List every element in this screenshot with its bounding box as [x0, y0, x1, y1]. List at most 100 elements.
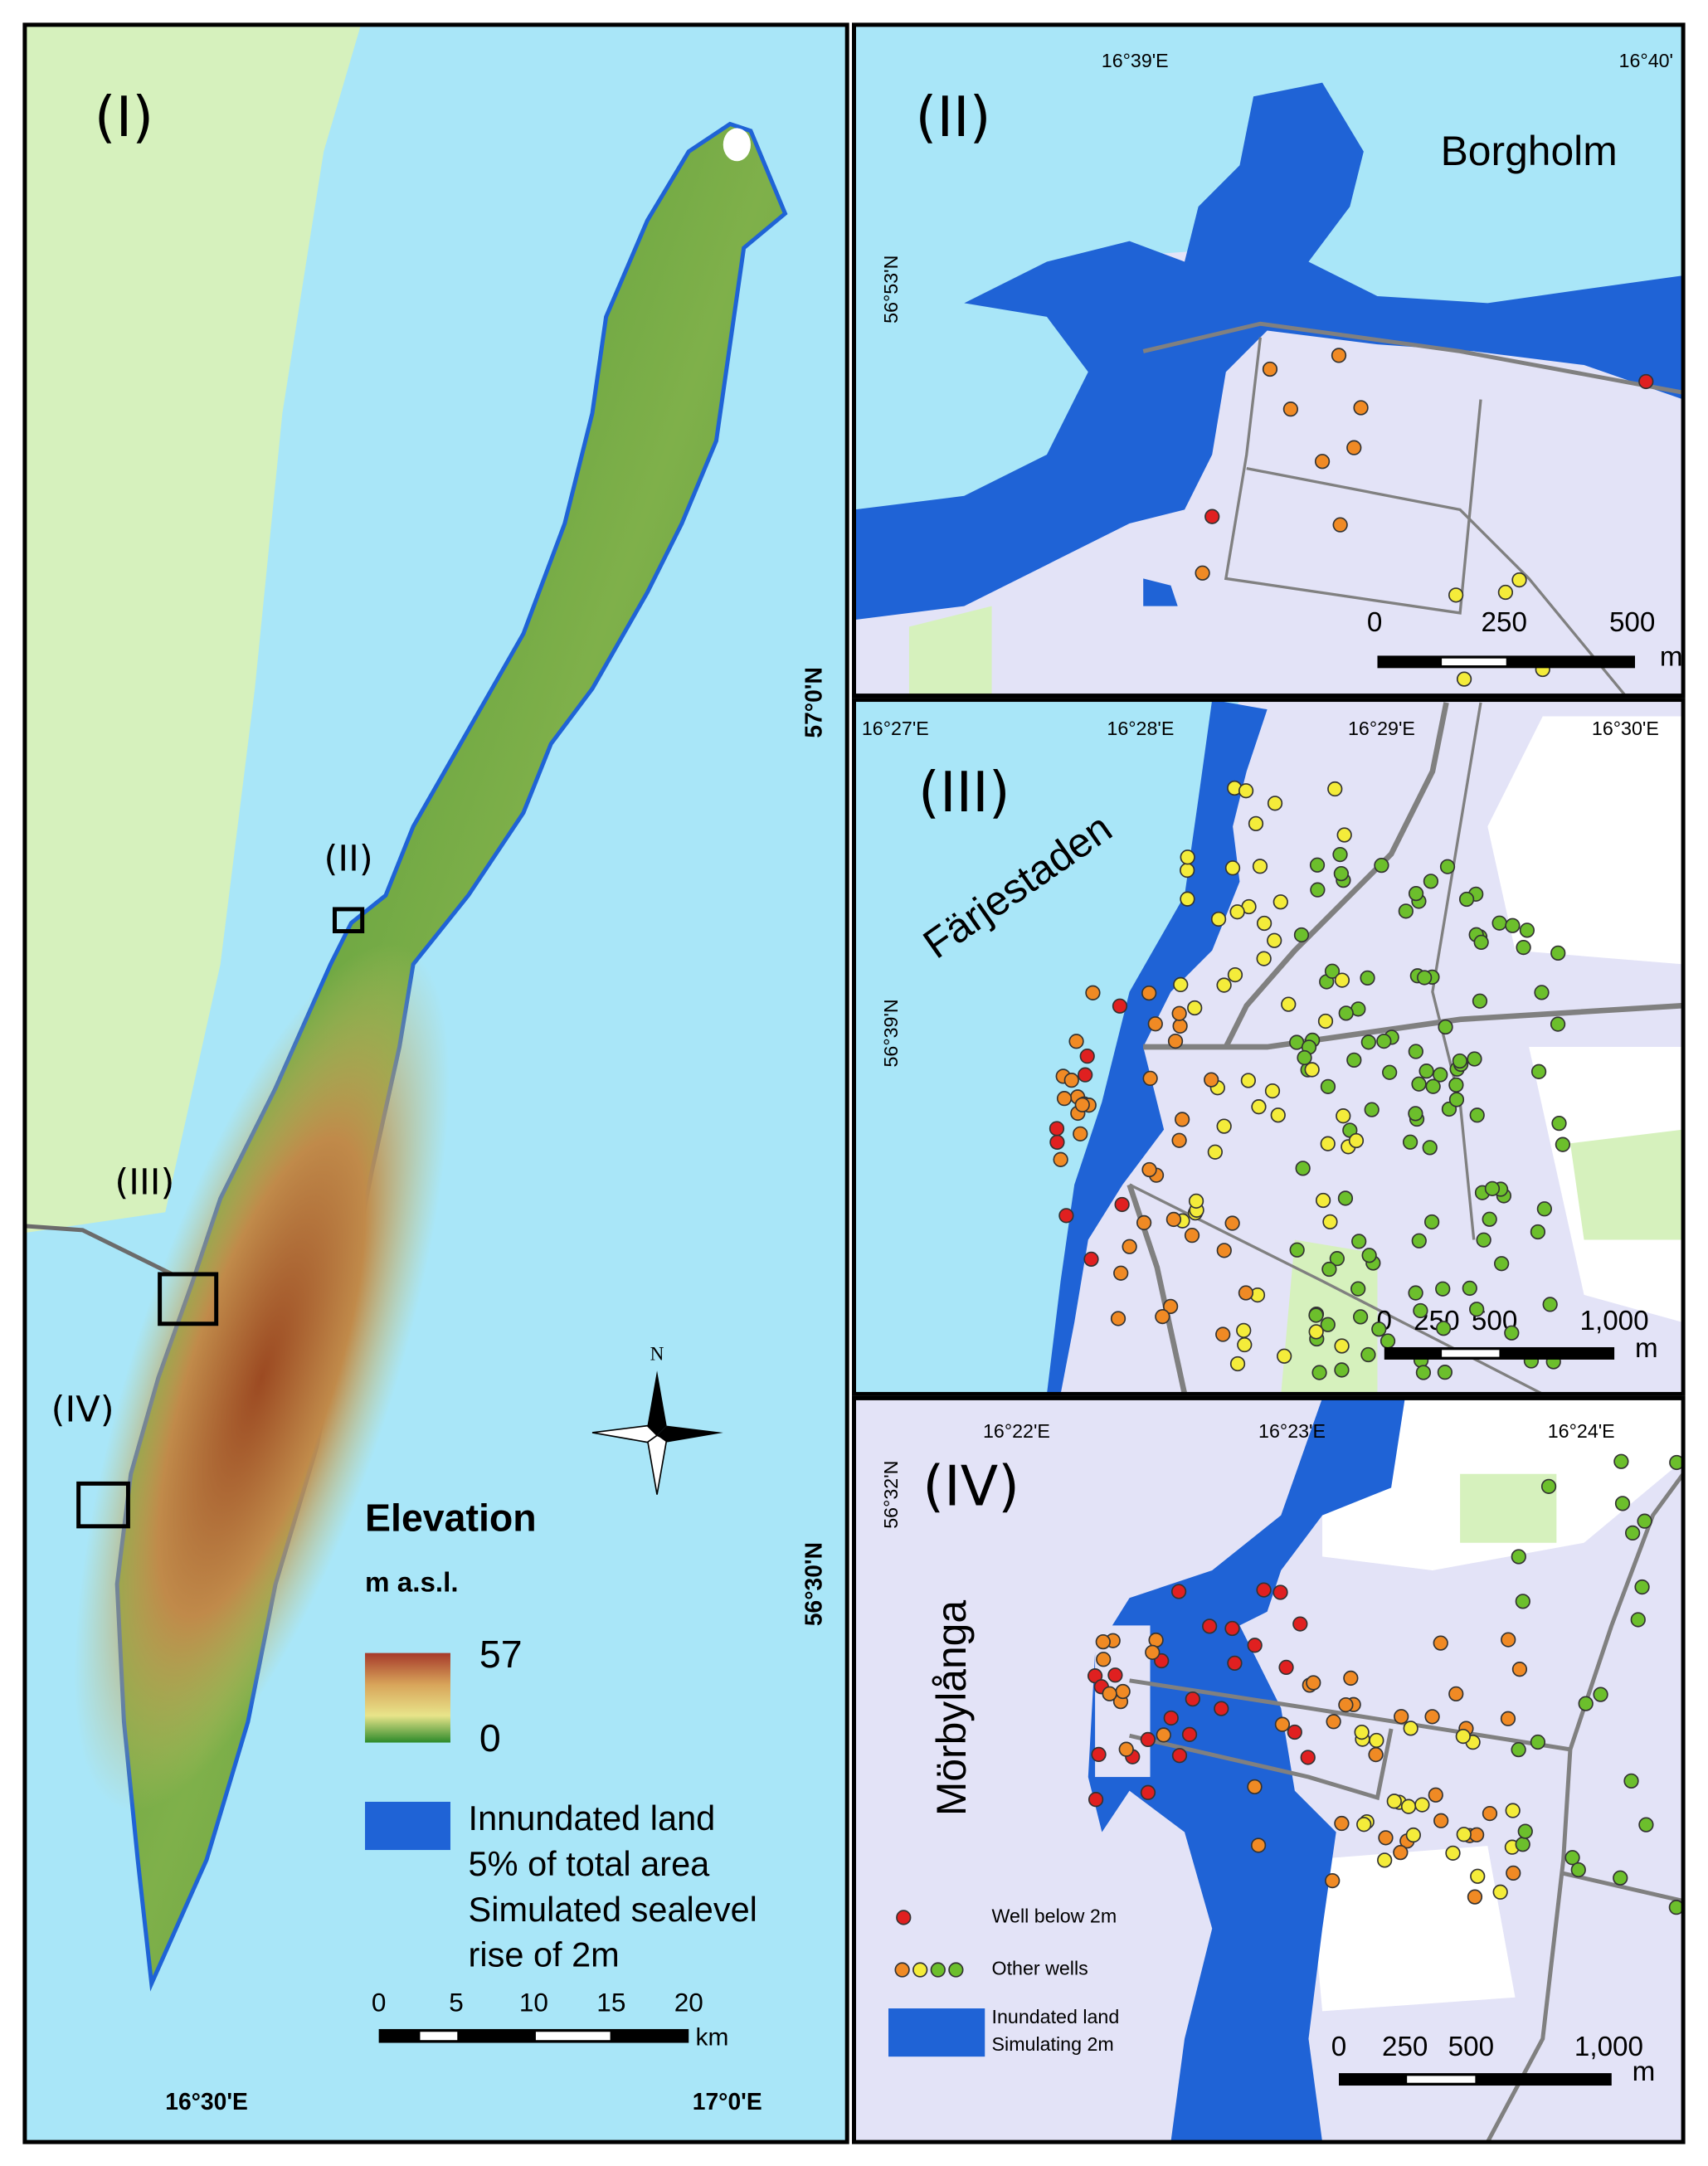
well: [1238, 783, 1254, 799]
well: [1613, 1453, 1629, 1469]
road: [24, 1224, 173, 1277]
well: [1382, 1064, 1398, 1080]
well: [1364, 1102, 1380, 1117]
well: [1505, 918, 1521, 933]
label: rise of 2m: [469, 1935, 620, 1974]
panel-1-text: (I) N Elevation m a.s.l. 57 0 km (II) (II…: [51, 85, 827, 2115]
inundated-swatch: [365, 1801, 450, 1851]
well: [1350, 1281, 1366, 1297]
well: [1467, 1889, 1483, 1905]
well: [1140, 1784, 1156, 1800]
well: [1325, 1872, 1341, 1889]
well: [1353, 400, 1369, 416]
well: [1402, 1134, 1418, 1150]
well: [1278, 1659, 1294, 1676]
well: [1408, 1285, 1423, 1301]
well: [1173, 976, 1189, 993]
well: [1439, 859, 1456, 874]
well: [1408, 1106, 1423, 1122]
well: [1452, 1053, 1467, 1069]
highland: [74, 943, 450, 1812]
well: [1360, 1346, 1376, 1363]
well: [1096, 1652, 1112, 1667]
shape: [1127, 1183, 1188, 1395]
well: [1272, 1584, 1288, 1600]
well: [896, 1910, 912, 1925]
well: [1114, 1196, 1130, 1213]
well: [1267, 932, 1282, 948]
well: [1501, 1632, 1516, 1648]
green-land: [1569, 1129, 1684, 1240]
well: [1264, 1083, 1281, 1099]
well: [1320, 1078, 1336, 1094]
legend-swatch: [888, 2008, 985, 2057]
well: [1156, 1727, 1171, 1743]
well: [1418, 1064, 1434, 1079]
well: [1414, 1797, 1430, 1813]
well: [1374, 858, 1389, 874]
well: [1361, 1248, 1377, 1263]
well: [1171, 1005, 1187, 1021]
label: 56°30'N: [800, 1542, 826, 1626]
well: [1063, 1073, 1079, 1088]
well: [1058, 1208, 1074, 1224]
label: Simulated sealevel: [469, 1890, 757, 1929]
well: [1204, 1072, 1219, 1088]
well: [1398, 903, 1414, 919]
well: [1377, 1852, 1393, 1868]
well: [1274, 1716, 1291, 1732]
label: 16°30'E: [165, 2088, 248, 2115]
well: [1175, 1112, 1190, 1127]
well: [1214, 1701, 1229, 1716]
scale-unit: m: [1660, 641, 1683, 672]
well: [1415, 1365, 1432, 1380]
well: [1320, 1136, 1336, 1151]
label: 57°0'N: [800, 667, 826, 737]
label: 5% of total area: [469, 1844, 711, 1883]
panel-label: (I): [95, 85, 153, 149]
shape: [1431, 702, 1482, 1240]
well: [1517, 1823, 1533, 1839]
well: [1386, 1794, 1402, 1809]
well: [1334, 972, 1350, 988]
well: [1425, 1078, 1441, 1094]
well: [1413, 1302, 1428, 1319]
well: [1292, 1616, 1308, 1632]
scale-bar: [1407, 2076, 1476, 2083]
well: [1155, 1308, 1170, 1325]
well: [1472, 993, 1488, 1009]
label: 10: [519, 1987, 548, 2017]
shape: [1563, 1871, 1684, 1903]
well: [1142, 1070, 1158, 1087]
well: [1422, 1140, 1438, 1156]
label: 16°23'E: [1258, 1420, 1326, 1442]
well: [1400, 1799, 1417, 1814]
well: [1227, 966, 1243, 983]
panel-2-text: (II) Borgholm m 16°39'E 16°40' 56°53'N 0 250…: [880, 50, 1682, 673]
well: [1256, 1582, 1272, 1598]
well: [1433, 1635, 1448, 1651]
well: [1408, 885, 1424, 902]
well: [1236, 1322, 1252, 1338]
label: (II): [324, 838, 373, 879]
well: [1550, 945, 1566, 961]
well: [1484, 1180, 1501, 1196]
well: [1085, 985, 1101, 1000]
panel-label: (IV): [922, 1454, 1019, 1519]
label: 56°53'N: [880, 256, 902, 324]
well: [1455, 1728, 1471, 1745]
lake: [723, 128, 751, 162]
well: [1167, 1033, 1184, 1049]
well: [1445, 1845, 1461, 1861]
well: [912, 1962, 928, 1978]
well: [1634, 1579, 1650, 1595]
well: [1555, 1137, 1571, 1152]
well: [1240, 1073, 1257, 1088]
well: [1056, 1091, 1073, 1107]
well: [1331, 348, 1347, 363]
well: [1180, 849, 1195, 865]
inset-box: [158, 1272, 219, 1326]
well: [1238, 1285, 1254, 1301]
well: [1053, 1151, 1068, 1167]
well: [1112, 998, 1128, 1014]
